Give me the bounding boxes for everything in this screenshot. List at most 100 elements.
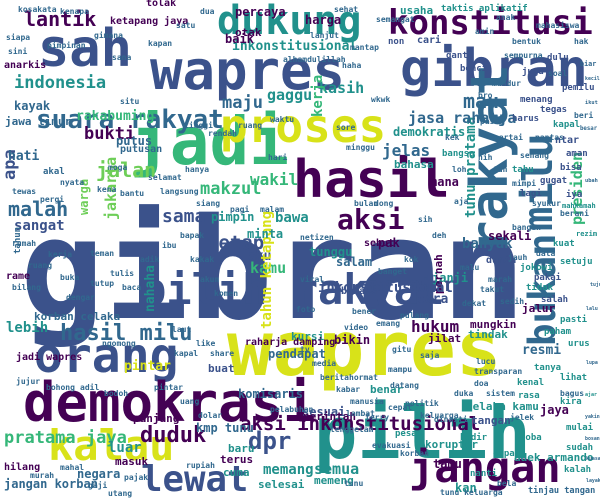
word-sekali: sekali: [488, 229, 531, 243]
word-tahun: tahun: [13, 227, 23, 254]
word-rame: rame: [6, 271, 30, 282]
word-dekat: dekat: [462, 299, 486, 308]
word-kamu: kamu: [250, 259, 286, 277]
word-bantu: bantu: [120, 189, 144, 198]
word-ubah: ubah: [585, 178, 598, 184]
word-terus: terus: [220, 453, 253, 466]
word-tunu-keluarga: tunu keluarga: [440, 488, 503, 497]
word-memang: memang: [263, 462, 314, 478]
word-siapa: siapa: [6, 32, 30, 42]
word-jawa-timur: jawa timur: [5, 115, 72, 128]
word-negara: negara: [77, 467, 120, 481]
word-tunu-pratama: tunu pratama: [463, 117, 479, 218]
word-pemilu: pemilu: [562, 82, 595, 93]
word-komen: komen: [214, 289, 238, 298]
word-kena: kena: [97, 185, 116, 194]
word-raharja-damping: raharja damping: [245, 336, 335, 348]
word-makzul: makzul: [200, 179, 261, 199]
word-saja: saja: [420, 350, 439, 360]
word-uang: uang: [180, 397, 199, 406]
word-jadi: jadi: [130, 103, 289, 180]
word-sama: sama: [162, 206, 205, 227]
word-marah: marah: [488, 275, 512, 284]
word-mahkamah: mahkamah: [562, 202, 596, 210]
word-usaha: usaha: [400, 4, 433, 17]
word-media: media: [312, 358, 336, 368]
word-pimpin: pimpin: [211, 210, 254, 224]
word-dpr: dpr: [248, 427, 291, 455]
word-partai: partai: [494, 132, 523, 142]
word-sehat: sehat: [334, 5, 358, 14]
word-tunggu: tunggu: [309, 245, 352, 259]
word-nahaha: nahaha: [143, 265, 158, 312]
word-mau: mau: [463, 89, 499, 113]
word-kuasa: kuasa: [586, 456, 600, 462]
word-aja: aja: [454, 196, 469, 206]
word-aksi: aksi: [337, 203, 404, 236]
word-nyata: nyata: [60, 178, 84, 187]
word-kasih: kasih: [319, 79, 364, 97]
word-tanya: tanya: [534, 363, 561, 373]
word-harga: harga: [305, 13, 341, 27]
word-pajak: pajak: [124, 472, 148, 482]
word-tuh: tuh: [493, 165, 508, 174]
word-selesai: selesai: [258, 478, 305, 491]
word-malah: malah: [8, 197, 68, 221]
word-ntar: ntar: [555, 135, 579, 146]
word-anak: anak: [496, 13, 515, 22]
word-sesuai: sesuai: [302, 405, 345, 419]
word-duduk: duduk: [140, 423, 206, 448]
word-paham: paham: [544, 327, 572, 337]
word-dua: dua: [200, 7, 215, 16]
word-dapat: dapat: [493, 449, 520, 459]
word-lewat: lewat: [141, 459, 248, 500]
word-wapres: wapres: [150, 39, 345, 102]
word-konstitusi: konstitusi: [388, 3, 593, 43]
word-murah: murah: [30, 471, 54, 480]
word-kok: kok: [404, 255, 419, 264]
word-lebih: lebih: [6, 320, 48, 336]
word-datang: datang: [390, 381, 419, 390]
word-bangsa: bangsa: [442, 149, 475, 159]
word-kapan: kapan: [148, 39, 172, 48]
word-bahasa: bahasa: [341, 286, 377, 297]
word-kakak: kakak: [190, 255, 214, 264]
word-bapak: bapak: [180, 231, 204, 240]
word-tutup: tutup: [90, 279, 114, 288]
word-mimpi: mimpi: [512, 178, 536, 188]
word-share: share: [210, 349, 234, 358]
word-netizen: netizen: [300, 232, 334, 242]
word-ruang: ruang: [28, 261, 52, 270]
word-kuat: kuat: [553, 239, 575, 249]
word-panjang: panjang: [133, 412, 179, 425]
word-gugat: gugat: [540, 176, 567, 186]
word-kabar: kabar: [336, 385, 360, 394]
word-harus: harus: [512, 114, 539, 124]
word-syukur: syukur: [532, 199, 561, 208]
word-taktis-aplikatif: taktis aplikatif: [441, 3, 528, 14]
word-otak: otak: [235, 26, 262, 39]
word-presiden: presiden: [568, 152, 586, 225]
word-luar: luar: [108, 440, 142, 456]
word-maju: maju: [222, 93, 263, 113]
word-hadir: hadir: [460, 432, 488, 443]
word-kapal: kapal: [174, 349, 198, 358]
word-benar: benar: [370, 383, 403, 396]
word-hasil: hasil: [293, 150, 450, 210]
word-hak: hak: [574, 37, 589, 46]
word-pimpinan: pimpinan: [47, 40, 86, 50]
word-tidak: tidak: [526, 282, 554, 293]
word-tahun-ketapang: tahun ketapang: [259, 211, 275, 329]
word-bangun: bangun: [512, 223, 541, 232]
word-waktu: waktu: [270, 115, 294, 124]
word-bilang: bilang: [12, 282, 41, 292]
word-gibran: gibran: [20, 189, 526, 352]
word-semua: semua: [314, 460, 359, 478]
word-satu: satu: [176, 21, 195, 30]
word-kerja: kerja: [310, 75, 326, 117]
word-sedih: sedih: [500, 296, 524, 306]
word-jauh: jauh: [508, 252, 527, 262]
word-pakai: pakai: [534, 272, 562, 283]
word-putusan: putusan: [120, 144, 162, 155]
